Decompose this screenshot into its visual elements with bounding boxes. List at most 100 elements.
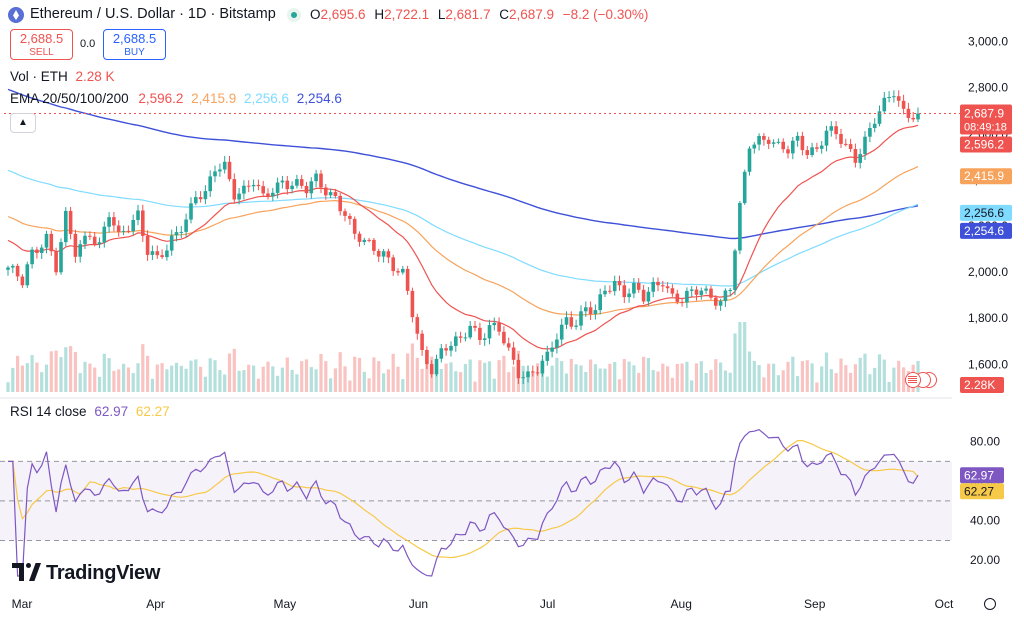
candle bbox=[819, 145, 824, 149]
high-value: 2,722.1 bbox=[384, 7, 430, 22]
volume-bar bbox=[194, 359, 198, 392]
candle bbox=[896, 96, 901, 101]
volume-bar bbox=[699, 361, 703, 392]
candle bbox=[319, 173, 323, 188]
volume-bar bbox=[564, 373, 569, 392]
candle bbox=[766, 139, 771, 144]
volume-bar bbox=[69, 346, 73, 392]
us-flag-icon[interactable] bbox=[905, 372, 921, 388]
candle bbox=[882, 97, 887, 112]
candle bbox=[810, 147, 814, 155]
volume-bar bbox=[459, 372, 463, 392]
volume-bar bbox=[709, 370, 713, 392]
candle bbox=[506, 343, 511, 348]
volume-bar bbox=[415, 357, 419, 392]
volume-bar bbox=[88, 363, 92, 392]
candle bbox=[574, 325, 578, 327]
ema-price-badge bbox=[960, 222, 1012, 239]
candle bbox=[531, 371, 535, 373]
candle bbox=[295, 179, 299, 186]
rsi-legend[interactable]: RSI 14 close 62.97 62.27 bbox=[10, 404, 170, 419]
candle bbox=[102, 226, 107, 243]
open-key: O bbox=[310, 7, 321, 22]
candle bbox=[203, 191, 208, 200]
volume-bar bbox=[858, 357, 862, 392]
volume-bar bbox=[266, 361, 270, 392]
candle bbox=[738, 203, 742, 251]
volume-bar bbox=[6, 382, 10, 392]
candle bbox=[391, 257, 395, 272]
volume-bar bbox=[218, 370, 222, 392]
volume-bar bbox=[593, 364, 597, 392]
volume-legend[interactable]: Vol · ETH 2.28 K bbox=[10, 69, 115, 84]
volume-bar bbox=[617, 379, 622, 392]
tradingview-mark-icon bbox=[12, 563, 42, 581]
candle bbox=[728, 290, 732, 291]
candle bbox=[805, 150, 810, 155]
candle bbox=[208, 176, 212, 192]
settings-icon[interactable] bbox=[984, 598, 996, 610]
volume-bar bbox=[661, 363, 665, 392]
candle bbox=[410, 290, 415, 318]
candle bbox=[290, 185, 294, 190]
symbol-title[interactable]: Ethereum / U.S. Dollar · 1D · Bitstamp bbox=[30, 6, 276, 22]
volume-bar bbox=[372, 357, 376, 392]
volume-bar bbox=[531, 371, 535, 392]
collapse-legend-button[interactable]: ▲ bbox=[10, 113, 36, 133]
candle bbox=[454, 336, 458, 346]
candle bbox=[815, 147, 819, 149]
ema-legend[interactable]: EMA 20/50/100/200 2,596.2 2,415.9 2,256.… bbox=[10, 91, 342, 106]
chevron-up-icon: ▲ bbox=[18, 117, 28, 128]
volume-bar bbox=[776, 375, 780, 392]
volume-bar bbox=[656, 371, 660, 392]
x-tick-label: Aug bbox=[671, 597, 692, 611]
volume-bar bbox=[252, 365, 256, 392]
candle bbox=[892, 96, 896, 98]
candle bbox=[844, 143, 848, 145]
candle bbox=[68, 210, 73, 234]
candle bbox=[83, 235, 87, 245]
market-status-icon[interactable] bbox=[287, 8, 301, 22]
candle bbox=[795, 135, 800, 141]
rsi-ma-badge bbox=[960, 483, 1004, 500]
candle bbox=[641, 289, 646, 302]
ema-price-badge bbox=[960, 136, 1012, 153]
candle bbox=[482, 338, 487, 340]
candle bbox=[112, 217, 116, 226]
volume-bar bbox=[613, 362, 617, 392]
ema-label: EMA 20/50/100/200 bbox=[10, 91, 129, 106]
volume-bar bbox=[483, 362, 487, 392]
rsi-ma-badge-label: 62.27 bbox=[964, 484, 994, 498]
volume-bar bbox=[54, 350, 58, 392]
candle bbox=[20, 276, 25, 286]
candle bbox=[145, 235, 150, 255]
volume-bar bbox=[747, 351, 752, 392]
candle bbox=[266, 193, 270, 197]
buy-button[interactable]: 2,688.5 BUY bbox=[103, 29, 166, 60]
ema-price-label: 2,256.6 bbox=[964, 206, 1004, 220]
candle bbox=[685, 290, 689, 303]
volume-bar bbox=[632, 365, 636, 392]
volume-bar bbox=[680, 363, 684, 392]
candle bbox=[559, 324, 564, 340]
x-tick-label: Jun bbox=[409, 597, 428, 611]
sell-button[interactable]: 2,688.5 SELL bbox=[10, 29, 73, 60]
candle bbox=[776, 141, 781, 143]
volume-bar bbox=[444, 363, 448, 392]
volume-bar bbox=[887, 381, 891, 392]
volume-bar bbox=[810, 363, 814, 392]
ema50-line bbox=[7, 166, 919, 316]
candle bbox=[468, 325, 472, 338]
candle bbox=[348, 216, 352, 219]
candle bbox=[415, 317, 420, 334]
volume-bar bbox=[719, 362, 723, 392]
volume-bar bbox=[492, 378, 496, 392]
x-tick-label: Apr bbox=[146, 597, 165, 611]
volume-bar bbox=[362, 371, 366, 392]
volume-bar bbox=[714, 359, 718, 392]
volume-bar bbox=[179, 365, 183, 392]
candle bbox=[184, 219, 188, 232]
volume-bar bbox=[434, 362, 439, 392]
low-key: L bbox=[437, 7, 446, 22]
